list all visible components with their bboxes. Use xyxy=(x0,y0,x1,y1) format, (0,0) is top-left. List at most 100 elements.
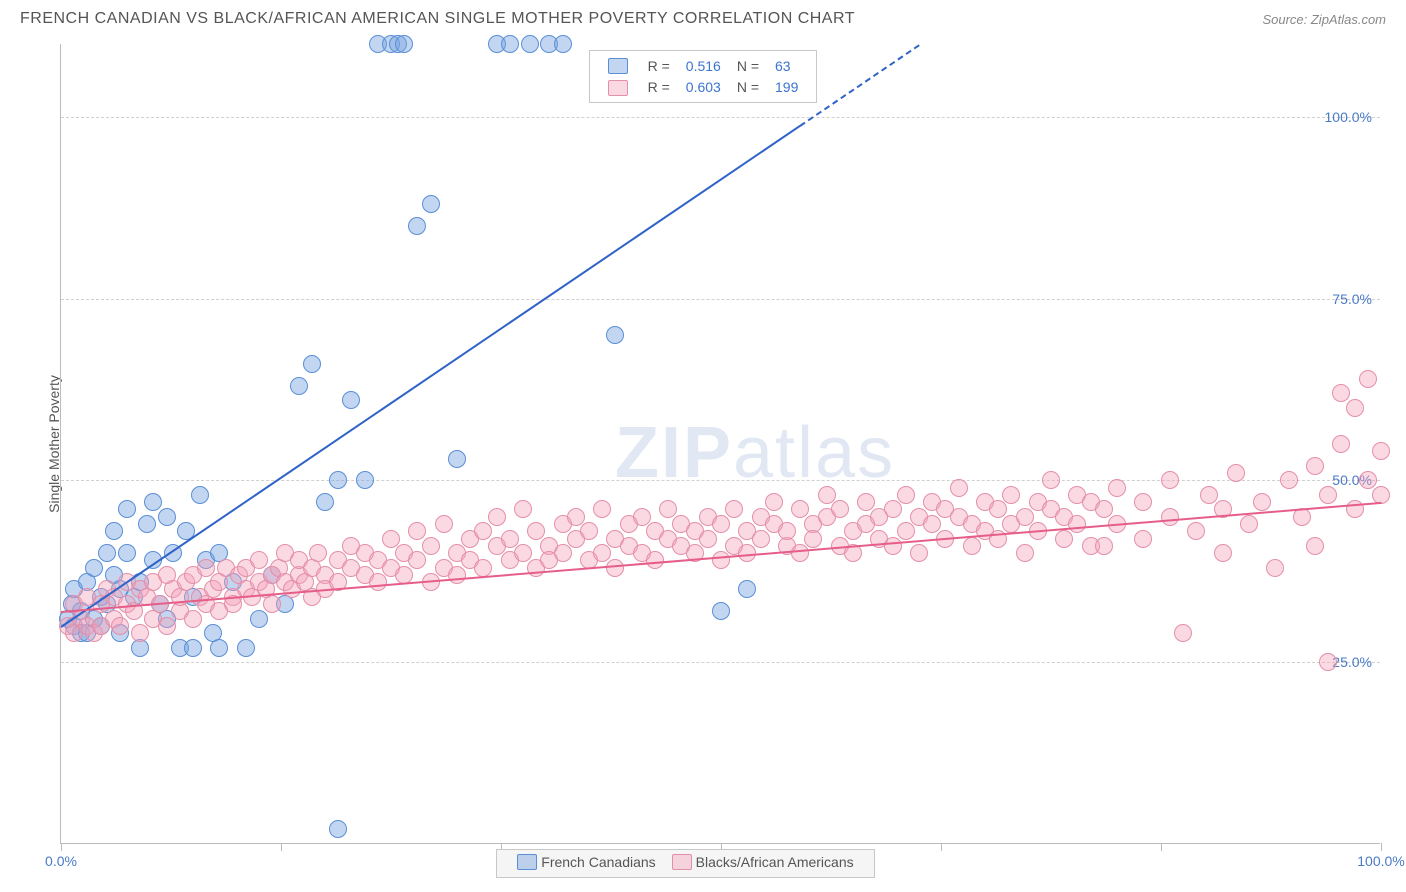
scatter-point-blacks_african_americans xyxy=(633,508,651,526)
scatter-point-french_canadians xyxy=(408,217,426,235)
gridline-h xyxy=(61,662,1380,663)
ytick-label: 75.0% xyxy=(1332,291,1372,307)
scatter-point-blacks_african_americans xyxy=(659,500,677,518)
scatter-point-blacks_african_americans xyxy=(527,522,545,540)
scatter-point-blacks_african_americans xyxy=(910,544,928,562)
scatter-point-french_canadians xyxy=(303,355,321,373)
scatter-point-french_canadians xyxy=(118,500,136,518)
scatter-point-french_canadians xyxy=(422,195,440,213)
scatter-point-blacks_african_americans xyxy=(1240,515,1258,533)
legend-swatch-french_canadians xyxy=(517,854,537,870)
scatter-point-blacks_african_americans xyxy=(158,617,176,635)
scatter-point-blacks_african_americans xyxy=(712,515,730,533)
scatter-point-blacks_african_americans xyxy=(309,544,327,562)
legend-swatch-blacks_african_americans xyxy=(672,854,692,870)
scatter-point-french_canadians xyxy=(250,610,268,628)
scatter-point-blacks_african_americans xyxy=(1332,435,1350,453)
scatter-point-french_canadians xyxy=(184,639,202,657)
scatter-point-blacks_african_americans xyxy=(501,530,519,548)
scatter-point-french_canadians xyxy=(98,544,116,562)
scatter-point-blacks_african_americans xyxy=(1306,457,1324,475)
scatter-point-blacks_african_americans xyxy=(1319,486,1337,504)
legend-swatch-french_canadians xyxy=(608,58,628,74)
gridline-h xyxy=(61,480,1380,481)
scatter-point-blacks_african_americans xyxy=(369,573,387,591)
legend-label-french_canadians: French Canadians xyxy=(541,854,655,870)
scatter-point-blacks_african_americans xyxy=(382,530,400,548)
plot-region: ZIPatlas 25.0%50.0%75.0%100.0%0.0%100.0%… xyxy=(60,44,1380,844)
scatter-point-blacks_african_americans xyxy=(963,537,981,555)
legend-N-value-french_canadians: 63 xyxy=(767,55,806,76)
scatter-point-french_canadians xyxy=(395,35,413,53)
scatter-point-french_canadians xyxy=(138,515,156,533)
legend-item-blacks_african_americans: Blacks/African Americans xyxy=(672,854,854,870)
scatter-point-blacks_african_americans xyxy=(1346,399,1364,417)
scatter-point-blacks_african_americans xyxy=(1016,508,1034,526)
scatter-point-blacks_african_americans xyxy=(1108,479,1126,497)
scatter-point-blacks_african_americans xyxy=(1359,471,1377,489)
scatter-point-blacks_african_americans xyxy=(488,508,506,526)
trend-line xyxy=(800,44,920,126)
scatter-point-blacks_african_americans xyxy=(1161,508,1179,526)
legend-label-blacks_african_americans: Blacks/African Americans xyxy=(696,854,854,870)
scatter-point-french_canadians xyxy=(316,493,334,511)
scatter-point-blacks_african_americans xyxy=(580,522,598,540)
scatter-point-blacks_african_americans xyxy=(422,537,440,555)
legend-N-value-blacks_african_americans: 199 xyxy=(767,76,806,97)
scatter-point-blacks_african_americans xyxy=(923,515,941,533)
scatter-point-blacks_african_americans xyxy=(884,500,902,518)
scatter-point-blacks_african_americans xyxy=(1200,486,1218,504)
scatter-point-french_canadians xyxy=(85,559,103,577)
ytick-label: 25.0% xyxy=(1332,654,1372,670)
scatter-point-blacks_african_americans xyxy=(1253,493,1271,511)
scatter-point-french_canadians xyxy=(191,486,209,504)
legend-R-label: R = xyxy=(640,76,678,97)
scatter-point-blacks_african_americans xyxy=(514,544,532,562)
xtick-label: 100.0% xyxy=(1357,853,1404,869)
scatter-point-blacks_african_americans xyxy=(1174,624,1192,642)
scatter-point-blacks_african_americans xyxy=(778,522,796,540)
scatter-point-french_canadians xyxy=(329,471,347,489)
scatter-point-blacks_african_americans xyxy=(1214,544,1232,562)
scatter-point-blacks_african_americans xyxy=(1306,537,1324,555)
scatter-point-blacks_african_americans xyxy=(408,551,426,569)
scatter-point-blacks_african_americans xyxy=(184,610,202,628)
scatter-point-french_canadians xyxy=(521,35,539,53)
scatter-point-blacks_african_americans xyxy=(1095,500,1113,518)
scatter-point-blacks_african_americans xyxy=(1042,471,1060,489)
scatter-point-french_canadians xyxy=(501,35,519,53)
scatter-point-french_canadians xyxy=(342,391,360,409)
scatter-point-french_canadians xyxy=(105,522,123,540)
scatter-point-blacks_african_americans xyxy=(474,522,492,540)
scatter-point-blacks_african_americans xyxy=(1332,384,1350,402)
scatter-point-blacks_african_americans xyxy=(197,559,215,577)
xtick-label: 0.0% xyxy=(45,853,77,869)
scatter-point-blacks_african_americans xyxy=(1055,530,1073,548)
legend-swatch-blacks_african_americans xyxy=(608,80,628,96)
scatter-point-blacks_african_americans xyxy=(765,493,783,511)
scatter-point-blacks_african_americans xyxy=(1372,442,1390,460)
scatter-point-blacks_african_americans xyxy=(1002,486,1020,504)
scatter-point-blacks_african_americans xyxy=(1227,464,1245,482)
scatter-point-blacks_african_americans xyxy=(897,522,915,540)
scatter-point-blacks_african_americans xyxy=(1319,653,1337,671)
scatter-point-blacks_african_americans xyxy=(791,500,809,518)
scatter-point-blacks_african_americans xyxy=(831,500,849,518)
scatter-point-french_canadians xyxy=(448,450,466,468)
scatter-point-french_canadians xyxy=(712,602,730,620)
xtick xyxy=(1381,843,1382,851)
scatter-point-blacks_african_americans xyxy=(593,500,611,518)
scatter-point-blacks_african_americans xyxy=(725,500,743,518)
scatter-point-blacks_african_americans xyxy=(435,515,453,533)
xtick xyxy=(281,843,282,851)
gridline-h xyxy=(61,299,1380,300)
ytick-label: 100.0% xyxy=(1325,109,1372,125)
scatter-point-blacks_african_americans xyxy=(804,530,822,548)
scatter-point-blacks_african_americans xyxy=(1372,486,1390,504)
scatter-point-french_canadians xyxy=(329,820,347,838)
scatter-point-blacks_african_americans xyxy=(752,530,770,548)
scatter-point-blacks_african_americans xyxy=(111,617,129,635)
scatter-point-blacks_african_americans xyxy=(567,508,585,526)
xtick xyxy=(61,843,62,851)
scatter-point-blacks_african_americans xyxy=(1280,471,1298,489)
